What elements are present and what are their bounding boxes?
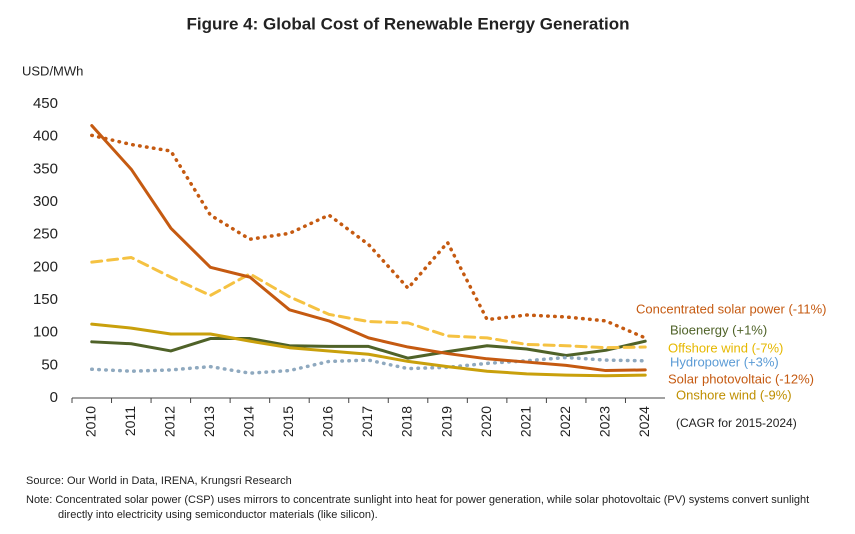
- x-tick-label: 2022: [557, 406, 573, 437]
- legend-label: Bioenergy (+1%): [670, 322, 767, 337]
- legend-label: Offshore wind (-7%): [668, 340, 783, 355]
- x-tick-label: 2020: [478, 406, 494, 437]
- x-tick-label: 2015: [280, 406, 296, 437]
- series-line: [90, 355, 647, 375]
- legend-label: Solar photovoltaic (-12%): [668, 371, 814, 386]
- chart-title: Figure 4: Global Cost of Renewable Energ…: [186, 14, 629, 33]
- series-line: [90, 124, 647, 373]
- y-tick-label: 100: [33, 324, 58, 341]
- y-tick-label: 200: [33, 258, 58, 275]
- y-tick-label: 450: [33, 95, 58, 112]
- y-tick-label: 300: [33, 193, 58, 210]
- x-tick-label: 2024: [636, 406, 652, 437]
- y-tick-label: 50: [41, 356, 58, 373]
- y-tick-label: 350: [33, 160, 58, 177]
- x-tick-label: 2019: [438, 406, 454, 437]
- series-line: [90, 133, 647, 340]
- x-tick-label: 2014: [241, 406, 257, 437]
- x-tick-label: 2023: [596, 406, 612, 437]
- x-tick-label: 2018: [399, 406, 415, 437]
- y-tick-label: 400: [33, 128, 58, 145]
- y-tick-label: 0: [50, 389, 58, 406]
- legend-label: Concentrated solar power (-11%): [636, 301, 827, 316]
- x-tick-label: 2017: [359, 406, 375, 437]
- x-tick-label: 2013: [201, 406, 217, 437]
- source: Source: Our World in Data, IRENA, Krungs…: [26, 475, 292, 487]
- series-line: [90, 337, 647, 360]
- x-tick-label: 2010: [82, 406, 98, 437]
- annotation: (CAGR for 2015-2024): [676, 416, 797, 430]
- series-line: [90, 256, 647, 350]
- x-tick-label: 2012: [162, 406, 178, 437]
- y-tick-label: 150: [33, 291, 58, 308]
- x-tick-label: 2011: [122, 406, 138, 436]
- note: Note: Concentrated solar power (CSP) use…: [26, 494, 810, 521]
- series-line: [90, 322, 647, 378]
- legend-label: Onshore wind (-9%): [676, 387, 792, 402]
- y-axis-label: USD/MWh: [22, 63, 83, 78]
- y-tick-label: 250: [33, 226, 58, 243]
- x-tick-label: 2016: [320, 406, 336, 437]
- x-tick-label: 2021: [517, 406, 533, 437]
- legend-label: Hydropower (+3%): [670, 354, 779, 369]
